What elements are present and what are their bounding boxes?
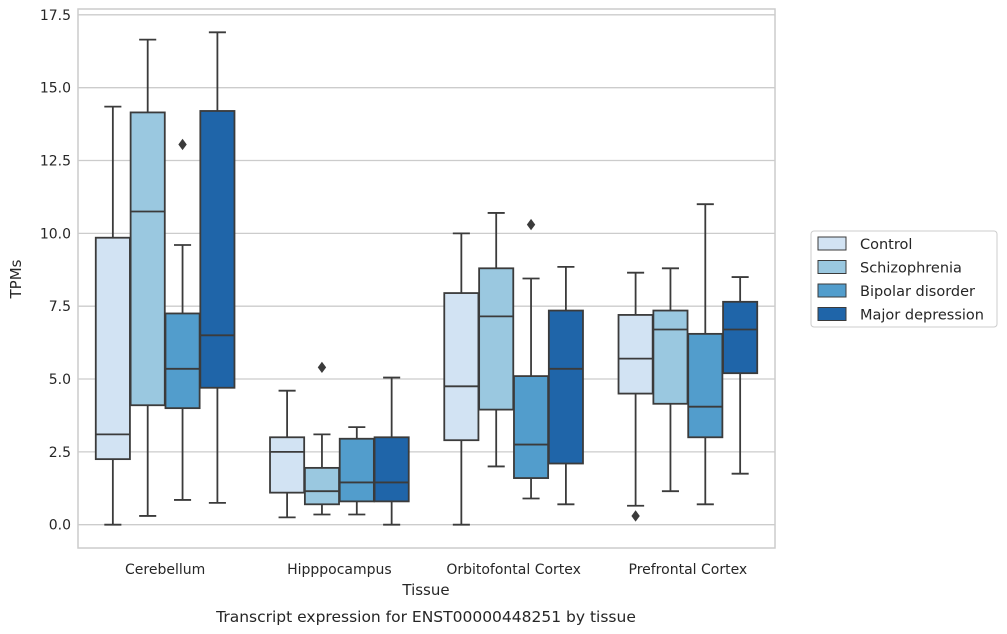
box-item [443, 232, 480, 526]
y-tick-label: 5.0 [49, 372, 71, 388]
box-iqr [443, 292, 480, 442]
y-axis-ticks: 0.0 2.5 5.0 7.5 10.0 12.5 15.0 17.5 [40, 8, 71, 534]
box-iqr [373, 436, 410, 503]
legend-label: Schizophrenia [860, 261, 962, 277]
y-tick-label: 17.5 [40, 8, 71, 24]
y-tick-label: 12.5 [40, 154, 71, 170]
y-tick-label: 15.0 [40, 81, 71, 97]
legend-frame [810, 230, 998, 328]
y-tick-label: 10.0 [40, 226, 71, 242]
outlier-point [317, 361, 327, 374]
box-iqr [513, 375, 550, 479]
box-iqr [722, 300, 759, 375]
box-iqr [129, 111, 166, 407]
plot-frame [77, 8, 776, 549]
box-item [94, 105, 131, 526]
outlier-point [631, 510, 640, 522]
box-item [547, 265, 584, 506]
legend-swatch [817, 236, 847, 251]
y-axis-title: TPMs [7, 259, 25, 299]
box-item [513, 218, 550, 500]
legend-label: Control [860, 237, 912, 253]
box-item [164, 138, 201, 501]
box-iqr [338, 437, 375, 503]
box-item [478, 212, 515, 468]
box-item [338, 426, 375, 516]
box-iqr [478, 267, 515, 411]
box-iqr [617, 314, 654, 395]
box-iqr [652, 309, 689, 405]
legend-swatch [817, 283, 847, 298]
box-item [199, 31, 236, 504]
x-tick-label: Orbitofontal Cortex [446, 562, 581, 578]
box-item [617, 271, 654, 522]
legend-swatch [817, 260, 847, 274]
box-iqr [94, 236, 131, 461]
box-item [303, 361, 340, 516]
box-iqr [269, 436, 306, 494]
legend-swatch [817, 307, 847, 321]
box-iqr [199, 110, 236, 389]
box-iqr [687, 332, 724, 439]
x-tick-label: Prefrontal Cortex [629, 562, 748, 578]
y-tick-label: 0.0 [49, 518, 71, 534]
box-item [129, 38, 166, 517]
x-tick-label: Hipppocampus [287, 562, 392, 578]
x-axis-title: Tissue [401, 581, 449, 599]
legend: Control Schizophrenia Bipolar disorder Majo… [810, 230, 998, 328]
box-series [94, 31, 759, 526]
outlier-point [526, 218, 536, 231]
box-item [722, 276, 759, 475]
chart-caption: Transcript expression for ENST0000044825… [215, 608, 636, 626]
outlier-point [178, 138, 187, 151]
y-tick-label: 7.5 [49, 299, 71, 315]
box-item [373, 376, 410, 526]
box-iqr [164, 312, 201, 410]
x-axis-ticks: Cerebellum Hipppocampus Orbitofontal Corte… [125, 562, 747, 578]
box-item [687, 203, 724, 506]
legend-label: Bipolar disorder [860, 284, 975, 300]
box-iqr [303, 466, 340, 506]
y-tick-label: 2.5 [49, 445, 71, 461]
box-item [269, 389, 306, 519]
box-item [652, 267, 689, 493]
x-tick-label: Cerebellum [125, 562, 205, 578]
box-iqr [547, 309, 584, 465]
legend-label: Major depression [860, 308, 984, 324]
